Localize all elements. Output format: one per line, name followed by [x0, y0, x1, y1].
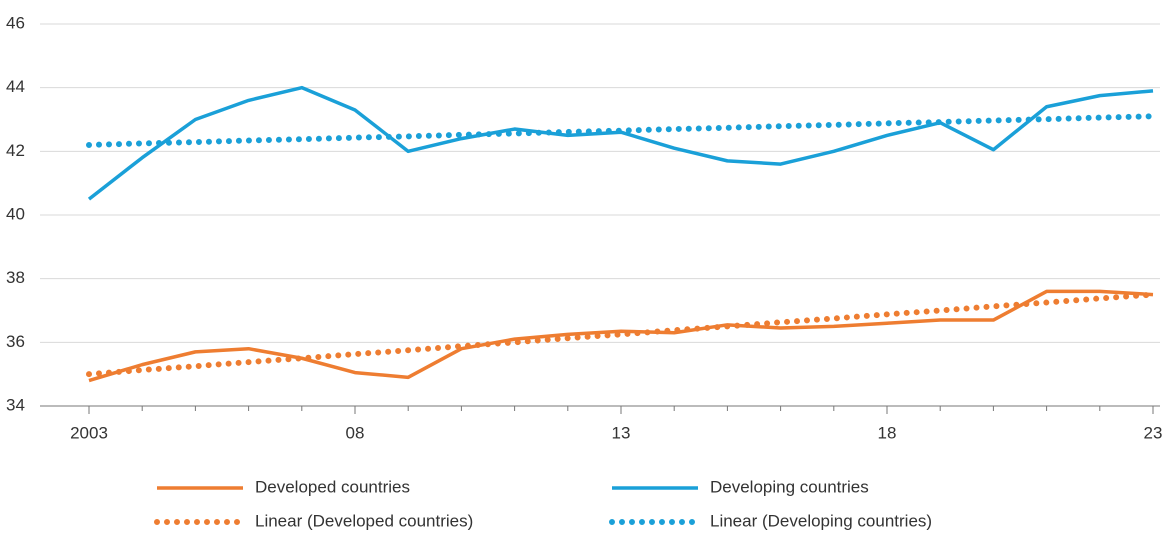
- x-tick-label: 08: [346, 423, 365, 442]
- x-tick-label: 13: [612, 423, 631, 442]
- y-tick-label: 42: [6, 141, 25, 160]
- trend-line: [86, 291, 1156, 378]
- legend-label: Developing countries: [710, 477, 869, 496]
- x-tick-label: 18: [878, 423, 897, 442]
- series-line: [88, 289, 1154, 383]
- legend-label: Developed countries: [255, 477, 410, 496]
- legend-label: Linear (Developing countries): [710, 511, 932, 530]
- y-tick-label: 46: [6, 13, 25, 32]
- series-line: [87, 85, 1154, 201]
- y-tick-label: 36: [6, 332, 25, 351]
- x-tick-label: 23: [1144, 423, 1163, 442]
- legend-label: Linear (Developed countries): [255, 511, 473, 530]
- x-tick-label: 2003: [70, 423, 108, 442]
- y-tick-label: 44: [6, 77, 25, 96]
- y-tick-label: 40: [6, 204, 25, 223]
- y-tick-label: 38: [6, 268, 25, 287]
- y-tick-label: 34: [6, 395, 25, 414]
